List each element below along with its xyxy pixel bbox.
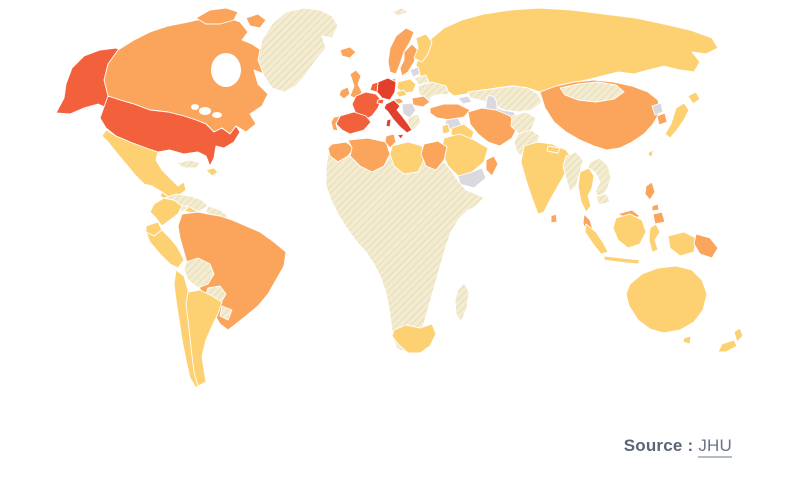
country-italy[interactable] (383, 99, 413, 134)
great-lake-water (191, 104, 199, 110)
country-south-africa[interactable] (391, 323, 437, 354)
country-nepal[interactable] (546, 145, 561, 154)
country-japan[interactable] (664, 102, 690, 139)
map-countries (55, 7, 744, 389)
country-china[interactable] (539, 79, 661, 151)
country-mongolia[interactable] (559, 81, 625, 103)
country-bolivia[interactable] (183, 257, 215, 289)
country-united-kingdom[interactable] (349, 69, 363, 100)
country-libya[interactable] (389, 141, 425, 175)
country-egypt[interactable] (420, 140, 448, 171)
country-baltics[interactable] (409, 66, 421, 78)
country-india[interactable] (520, 141, 573, 215)
country-sardinia[interactable] (385, 118, 392, 128)
source-label: Source : (623, 436, 694, 455)
country-mexico[interactable] (101, 129, 187, 199)
country-turkey[interactable] (429, 103, 471, 121)
country-new-zealand[interactable] (717, 339, 738, 353)
country-madagascar[interactable] (454, 282, 470, 323)
country-argentina[interactable] (185, 289, 223, 387)
country-canada-arctic-islands[interactable] (195, 7, 239, 25)
country-cambodia[interactable] (595, 193, 611, 206)
country-sweden[interactable] (399, 43, 419, 77)
country-norway[interactable] (387, 27, 415, 75)
country-hispaniola[interactable] (205, 167, 219, 177)
country-greenland[interactable] (257, 7, 339, 93)
country-papua-new-guinea[interactable] (693, 233, 719, 259)
country-cuba[interactable] (175, 159, 201, 169)
country-belarus[interactable] (413, 74, 430, 86)
country-algeria[interactable] (347, 137, 391, 173)
country-canada-arctic-islands[interactable] (245, 13, 267, 29)
black-sea-water (430, 94, 454, 104)
country-benelux[interactable] (369, 81, 379, 93)
country-philippines[interactable] (652, 211, 666, 225)
country-oman[interactable] (485, 155, 499, 177)
country-tasmania[interactable] (682, 335, 692, 345)
country-jordan-israel[interactable] (441, 123, 451, 135)
country-russia[interactable] (415, 7, 719, 97)
country-spain[interactable] (335, 111, 372, 135)
hudson-bay-water (211, 53, 241, 87)
country-poland[interactable] (396, 78, 417, 94)
source-link[interactable]: JHU (698, 436, 732, 458)
country-iran[interactable] (467, 107, 519, 147)
country-australia[interactable] (625, 265, 708, 334)
country-philippines[interactable] (651, 203, 660, 212)
great-lake-water (199, 107, 211, 115)
country-indonesia-sumatra[interactable] (584, 223, 609, 255)
country-france[interactable] (351, 91, 382, 121)
source-attribution: Source : JHU (0, 436, 732, 458)
country-portugal[interactable] (330, 115, 341, 132)
country-indonesia-borneo[interactable] (612, 213, 647, 249)
country-iceland[interactable] (339, 46, 357, 59)
country-south-korea[interactable] (656, 112, 668, 126)
country-indonesia-sulawesi[interactable] (648, 223, 661, 253)
country-uruguay[interactable] (219, 305, 233, 321)
country-peru[interactable] (145, 229, 185, 269)
country-balkans[interactable] (401, 102, 417, 119)
country-tunisia[interactable] (384, 133, 397, 149)
country-north-korea[interactable] (651, 102, 664, 116)
country-philippines[interactable] (644, 181, 656, 201)
country-switzerland[interactable] (376, 98, 385, 105)
country-ireland[interactable] (338, 86, 351, 100)
country-venezuela[interactable] (163, 193, 209, 213)
country-finland[interactable] (413, 33, 433, 63)
country-germany[interactable] (376, 77, 397, 101)
country-morocco[interactable] (327, 141, 355, 163)
country-taiwan[interactable] (647, 149, 654, 158)
country-kazakhstan[interactable] (467, 85, 543, 113)
country-sicily[interactable] (396, 133, 405, 140)
country-czechia[interactable] (395, 89, 408, 98)
country-myanmar[interactable] (562, 151, 584, 193)
country-svalbard[interactable] (391, 7, 409, 17)
great-lake-water (212, 112, 222, 118)
country-new-zealand[interactable] (733, 327, 744, 343)
country-indonesia-papua[interactable] (667, 231, 697, 257)
country-caucasus[interactable] (457, 95, 473, 105)
country-thailand[interactable] (577, 167, 595, 213)
country-japan[interactable] (687, 91, 701, 105)
country-indonesia-java[interactable] (603, 255, 641, 265)
country-sri-lanka[interactable] (550, 213, 558, 224)
